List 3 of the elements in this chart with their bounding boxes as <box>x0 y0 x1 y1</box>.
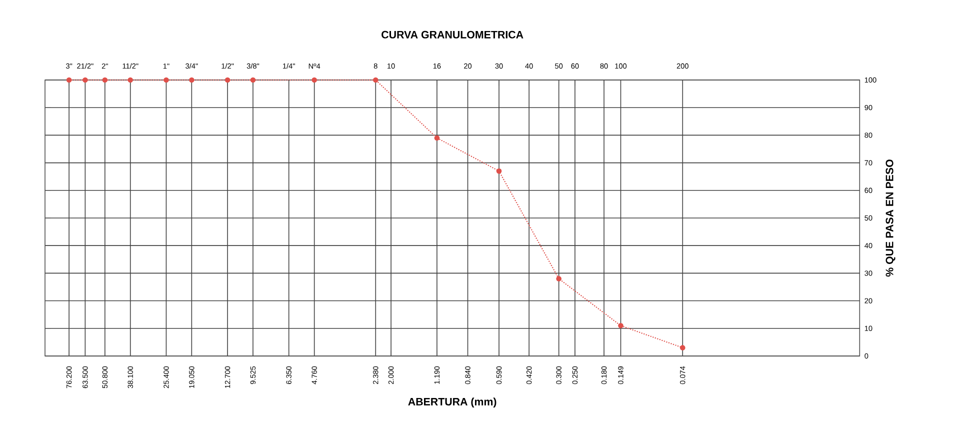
x-axis-title: ABERTURA (mm) <box>408 398 496 408</box>
chart-title: CURVA GRANULOMETRICA <box>382 30 524 38</box>
y-axis-title: % QUE PASA EN PESO <box>886 160 896 277</box>
